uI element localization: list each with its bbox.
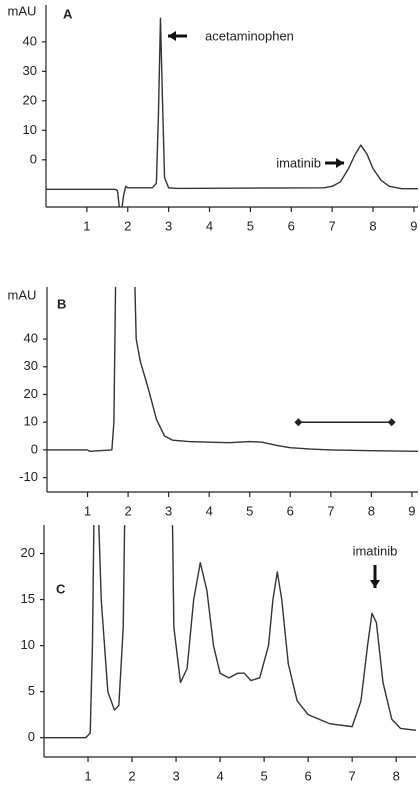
range-end	[294, 418, 303, 427]
y-tick-label: 40	[23, 33, 37, 48]
y-tick-label: 15	[21, 591, 35, 606]
y-tick-label: 10	[21, 637, 35, 652]
x-tick-label: 6	[287, 503, 294, 518]
y-tick-label: 0	[30, 151, 37, 166]
trace	[44, 525, 417, 739]
trace	[47, 287, 419, 452]
x-tick-label: 1	[83, 218, 90, 233]
x-tick-label: 4	[206, 503, 213, 518]
y-tick-label: 30	[23, 63, 37, 78]
y-tick-label: 0	[28, 729, 35, 744]
annotation: imatinib	[276, 155, 321, 170]
annotation-arrowhead	[370, 580, 380, 588]
y-axis-label: mAU	[8, 3, 37, 18]
y-axis-label: mAU	[8, 287, 37, 302]
panel-label: A	[63, 6, 73, 21]
y-tick-label: 5	[28, 683, 35, 698]
range-end	[387, 418, 396, 427]
x-tick-label: 6	[288, 218, 295, 233]
annotation: imatinib	[353, 543, 398, 558]
x-tick-label: 7	[349, 768, 356, 783]
x-tick-label: 3	[165, 218, 172, 233]
panel-label: B	[57, 296, 66, 311]
x-tick-label: 8	[369, 218, 376, 233]
x-tick-label: 7	[327, 503, 334, 518]
x-tick-label: 1	[84, 503, 91, 518]
y-tick-label: 10	[24, 414, 38, 429]
y-tick-label: 0	[31, 441, 38, 456]
x-tick-label: 2	[124, 503, 131, 518]
x-tick-label: 3	[172, 768, 179, 783]
x-tick-label: 3	[165, 503, 172, 518]
trace	[46, 17, 418, 207]
annotation-arrowhead	[336, 158, 344, 168]
x-tick-label: 8	[393, 768, 400, 783]
x-tick-label: 2	[128, 768, 135, 783]
x-tick-label: 1	[84, 768, 91, 783]
annotation: acetaminophen	[205, 28, 294, 43]
x-tick-label: 6	[305, 768, 312, 783]
x-tick-label: 4	[206, 218, 213, 233]
y-tick-label: 20	[23, 92, 37, 107]
x-tick-label: 7	[329, 218, 336, 233]
x-tick-label: 5	[246, 503, 253, 518]
x-tick-label: 5	[261, 768, 268, 783]
x-tick-label: 8	[368, 503, 375, 518]
y-tick-label: 10	[23, 122, 37, 137]
x-tick-label: 9	[408, 503, 415, 518]
y-tick-label: 40	[24, 331, 38, 346]
x-tick-label: 5	[247, 218, 254, 233]
y-tick-label: 20	[21, 545, 35, 560]
x-tick-label: 4	[216, 768, 223, 783]
y-tick-label: 30	[24, 358, 38, 373]
x-tick-label: 2	[124, 218, 131, 233]
panel-label: C	[56, 581, 66, 596]
annotation-arrowhead	[168, 31, 176, 41]
y-tick-label: 20	[24, 386, 38, 401]
y-tick-label: -10	[19, 469, 38, 484]
x-tick-label: 9	[410, 218, 417, 233]
